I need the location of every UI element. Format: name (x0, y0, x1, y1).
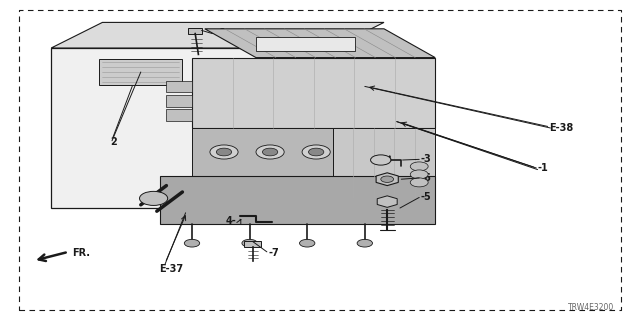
Text: E-37: E-37 (159, 264, 183, 275)
Text: FR.: FR. (72, 248, 90, 258)
Polygon shape (377, 196, 397, 207)
Text: -8: -8 (216, 28, 227, 38)
Circle shape (410, 178, 428, 187)
Circle shape (302, 145, 330, 159)
Polygon shape (376, 173, 398, 186)
Text: 4-: 4- (226, 216, 237, 226)
Circle shape (262, 148, 278, 156)
Polygon shape (51, 22, 384, 48)
Polygon shape (192, 58, 435, 128)
Text: -3: -3 (420, 154, 431, 164)
Text: -1: -1 (538, 163, 548, 173)
Polygon shape (256, 37, 355, 51)
Circle shape (140, 191, 168, 205)
Text: E-38: E-38 (549, 123, 573, 133)
FancyBboxPatch shape (188, 28, 202, 34)
Circle shape (300, 239, 315, 247)
FancyBboxPatch shape (166, 109, 192, 121)
FancyBboxPatch shape (166, 95, 192, 107)
Circle shape (371, 155, 391, 165)
FancyBboxPatch shape (244, 241, 261, 247)
Polygon shape (205, 29, 435, 58)
Circle shape (357, 239, 372, 247)
Circle shape (256, 145, 284, 159)
Polygon shape (51, 48, 333, 208)
Circle shape (410, 170, 428, 179)
Polygon shape (333, 128, 435, 198)
Circle shape (216, 148, 232, 156)
Circle shape (184, 239, 200, 247)
Circle shape (242, 239, 257, 247)
FancyBboxPatch shape (166, 81, 192, 92)
Text: -5: -5 (420, 192, 431, 203)
Circle shape (381, 176, 394, 182)
Text: 2: 2 (110, 137, 117, 148)
Polygon shape (99, 59, 182, 85)
Text: -6: -6 (420, 173, 431, 183)
Polygon shape (160, 176, 435, 224)
Circle shape (410, 162, 428, 171)
Text: -7: -7 (269, 248, 280, 258)
Circle shape (308, 148, 324, 156)
Circle shape (210, 145, 238, 159)
Text: TRW4E3200: TRW4E3200 (568, 303, 614, 312)
Polygon shape (192, 128, 333, 176)
